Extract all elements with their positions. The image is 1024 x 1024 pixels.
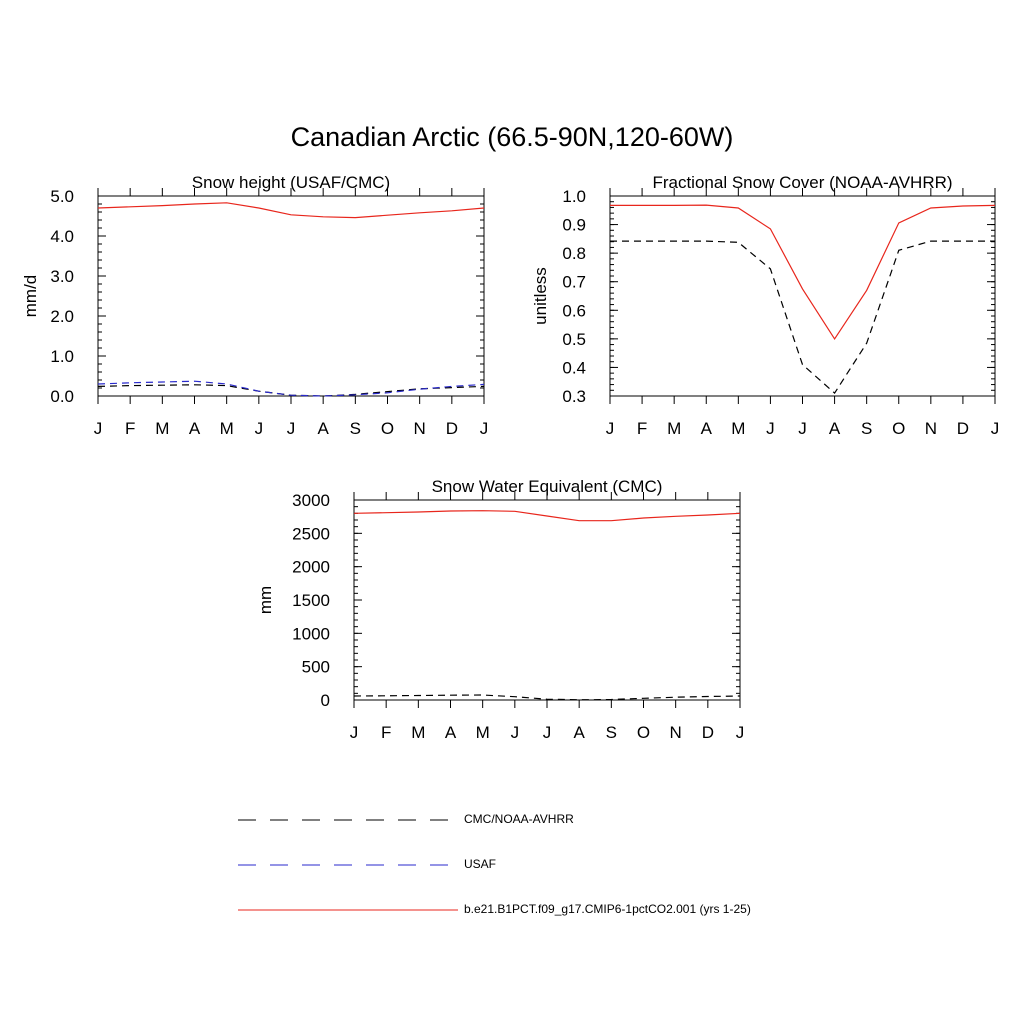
y-tick-label: 3.0 xyxy=(50,267,74,286)
chart-snow-height: Snow height (USAF/CMC) mm/d 0.0 1.0 2.0 3.0 4.… xyxy=(21,173,488,438)
x-tick-label: D xyxy=(957,419,969,438)
y-axis-label: unitless xyxy=(531,267,550,325)
series-line-b-e21-b1pct-f09-g17-cmip6-1pctco2-001-yrs-1-25- xyxy=(353,510,741,522)
y-tick-label: 0.3 xyxy=(562,387,586,406)
plot-frame xyxy=(97,195,485,397)
legend-swatch-usaf xyxy=(238,864,458,866)
y-tick-label: 5.0 xyxy=(50,187,74,206)
series-line-cmc-noaa-avhrr xyxy=(610,240,995,395)
y-tick-label: 0.5 xyxy=(562,330,586,349)
main-title: Canadian Arctic (66.5-90N,120-60W) xyxy=(290,122,734,152)
y-tick-label: 3000 xyxy=(292,491,330,510)
chart-title: Snow Water Equivalent (CMC) xyxy=(432,477,663,496)
y-tick-label: 1.0 xyxy=(562,187,586,206)
y-tick-label: 0.4 xyxy=(562,358,586,377)
x-tick-label: J xyxy=(94,419,103,438)
y-tick-label: 2.0 xyxy=(50,307,74,326)
x-tick-label: O xyxy=(381,419,394,438)
x-tick-label: M xyxy=(667,419,681,438)
y-tick-label: 0.0 xyxy=(50,387,74,406)
legend-label-cmc: CMC/NOAA-AVHRR xyxy=(464,812,574,826)
x-tick-label: F xyxy=(125,419,135,438)
y-tick-label: 2000 xyxy=(292,558,330,577)
x-tick-label: O xyxy=(892,419,905,438)
y-axis-label: mm xyxy=(256,586,275,614)
y-tick-label: 0.7 xyxy=(562,273,586,292)
y-tick-label: 1.0 xyxy=(50,347,74,366)
legend-swatch-cmc xyxy=(238,819,458,821)
x-tick-label: N xyxy=(414,419,426,438)
legend-label-model: b.e21.B1PCT.f09_g17.CMIP6-1pctCO2.001 (y… xyxy=(464,902,751,916)
legend-swatch-model xyxy=(238,909,458,911)
x-tick-label: J xyxy=(766,419,775,438)
x-tick-label: J xyxy=(287,419,296,438)
chart-title: Snow height (USAF/CMC) xyxy=(192,173,390,192)
chart-snow-cover: Fractional Snow Cover (NOAA-AVHRR) unitle… xyxy=(531,173,999,438)
x-tick-label: J xyxy=(991,419,1000,438)
x-tick-label: O xyxy=(637,723,650,742)
y-tick-label: 4.0 xyxy=(50,227,74,246)
x-tick-label: F xyxy=(381,723,391,742)
x-tick-label: A xyxy=(445,723,457,742)
y-tick-label: 1500 xyxy=(292,591,330,610)
x-tick-label: M xyxy=(476,723,490,742)
x-tick-label: D xyxy=(702,723,714,742)
chart-swe: Snow Water Equivalent (CMC) mm 0 500 1000 150… xyxy=(256,477,744,742)
y-tick-label: 2500 xyxy=(292,524,330,543)
series-line-cmc-noaa-avhrr xyxy=(353,694,741,701)
plot-frame xyxy=(609,195,996,397)
y-tick-label: 500 xyxy=(302,658,330,677)
x-tick-label: S xyxy=(350,419,361,438)
x-tick-label: N xyxy=(925,419,937,438)
x-tick-label: A xyxy=(317,419,329,438)
y-tick-label: 0.6 xyxy=(562,301,586,320)
x-tick-label: F xyxy=(637,419,647,438)
y-tick-label: 0 xyxy=(321,691,330,710)
x-tick-label: D xyxy=(446,419,458,438)
x-tick-label: M xyxy=(731,419,745,438)
chart-title: Fractional Snow Cover (NOAA-AVHRR) xyxy=(652,173,952,192)
x-tick-label: A xyxy=(189,419,201,438)
x-tick-label: S xyxy=(861,419,872,438)
legend-label-usaf: USAF xyxy=(464,857,497,871)
series-line-b-e21-b1pct-f09-g17-cmip6-1pctco2-001-yrs-1-25- xyxy=(97,202,485,219)
x-tick-label: A xyxy=(573,723,585,742)
y-axis-label: mm/d xyxy=(21,275,40,318)
x-tick-label: A xyxy=(829,419,841,438)
x-tick-label: J xyxy=(543,723,552,742)
series-line-cmc-noaa-avhrr xyxy=(97,384,485,397)
x-tick-label: M xyxy=(411,723,425,742)
x-tick-label: A xyxy=(701,419,713,438)
plot-frame xyxy=(353,499,741,701)
y-tick-label: 0.8 xyxy=(562,244,586,263)
y-tick-label: 0.9 xyxy=(562,216,586,235)
x-tick-label: J xyxy=(255,419,264,438)
x-tick-label: S xyxy=(606,723,617,742)
y-tick-label: 1000 xyxy=(292,624,330,643)
x-tick-label: M xyxy=(220,419,234,438)
x-tick-label: N xyxy=(670,723,682,742)
series-line-b-e21-b1pct-f09-g17-cmip6-1pctco2-001-yrs-1-25- xyxy=(610,204,996,340)
x-tick-label: J xyxy=(798,419,807,438)
x-tick-label: J xyxy=(480,419,489,438)
x-tick-label: J xyxy=(606,419,615,438)
x-tick-label: M xyxy=(155,419,169,438)
x-tick-label: J xyxy=(350,723,359,742)
series-line-usaf xyxy=(97,380,485,397)
x-tick-label: J xyxy=(736,723,745,742)
x-tick-label: J xyxy=(511,723,520,742)
